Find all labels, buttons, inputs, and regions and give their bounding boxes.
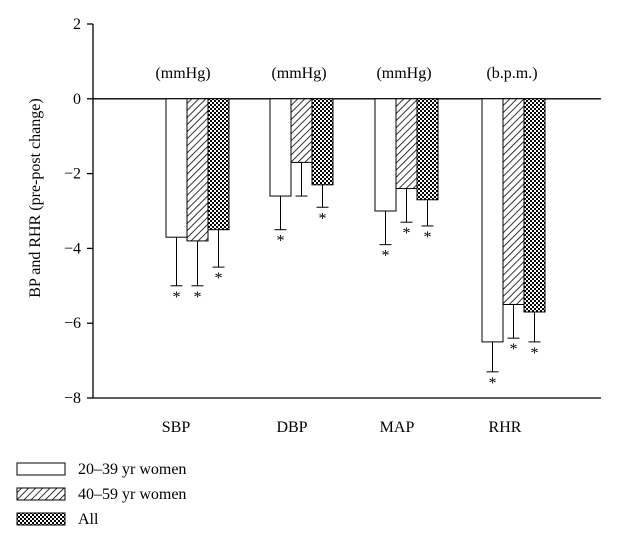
significance-star: * xyxy=(173,289,181,306)
significance-star: * xyxy=(277,233,285,250)
y-axis-label: BP and RHR (pre-post change) xyxy=(27,98,44,297)
category-label: MAP xyxy=(380,419,415,436)
significance-star: * xyxy=(531,345,539,362)
y-tick-label: 0 xyxy=(73,91,81,108)
significance-star: * xyxy=(215,270,223,287)
category-label: SBP xyxy=(162,419,191,436)
bar-white xyxy=(165,98,188,238)
bar-hatch xyxy=(186,98,209,242)
significance-star: * xyxy=(403,225,411,242)
bar-hatch xyxy=(290,98,313,163)
legend-swatch-crosshatch xyxy=(16,512,66,526)
bar-white xyxy=(481,98,504,343)
bar-hatch xyxy=(502,98,525,305)
legend-label: 20–39 yr women xyxy=(78,461,186,478)
significance-star: * xyxy=(489,375,497,392)
legend-label: 40–59 yr women xyxy=(78,486,186,503)
bar-crosshatch xyxy=(207,98,230,231)
legend-swatch-hatch xyxy=(16,487,66,501)
significance-star: * xyxy=(510,341,518,358)
bar-crosshatch xyxy=(523,98,546,313)
unit-label: (mmHg) xyxy=(155,65,210,82)
category-label: RHR xyxy=(489,419,522,436)
bar-white xyxy=(269,98,292,197)
significance-star: * xyxy=(319,210,327,227)
legend-swatch-white xyxy=(16,462,66,476)
legend-label: All xyxy=(78,511,99,528)
unit-label: (b.p.m.) xyxy=(486,65,537,82)
significance-star: * xyxy=(424,229,432,246)
y-tick-label: −2 xyxy=(64,166,81,183)
significance-star: * xyxy=(382,248,390,265)
category-label: DBP xyxy=(276,419,307,436)
y-tick-label: −8 xyxy=(64,390,81,407)
bar-white xyxy=(374,98,397,212)
unit-label: (mmHg) xyxy=(376,65,431,82)
y-tick-label: −4 xyxy=(64,240,81,257)
y-tick-label: −6 xyxy=(64,315,81,332)
significance-star: * xyxy=(194,289,202,306)
y-tick-label: 2 xyxy=(73,16,81,33)
unit-label: (mmHg) xyxy=(271,65,326,82)
bar-crosshatch xyxy=(311,98,334,186)
bar-hatch xyxy=(395,98,418,190)
bar-crosshatch xyxy=(416,98,439,201)
